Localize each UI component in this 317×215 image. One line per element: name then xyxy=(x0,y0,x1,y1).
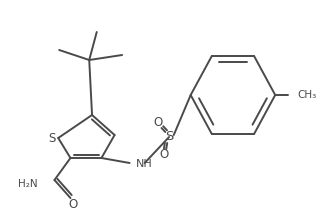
Text: O: O xyxy=(160,147,169,161)
Text: NH: NH xyxy=(136,159,153,169)
Text: S: S xyxy=(48,132,55,146)
Text: H₂N: H₂N xyxy=(18,179,38,189)
Text: S: S xyxy=(165,131,173,143)
Text: O: O xyxy=(69,198,78,212)
Text: O: O xyxy=(153,117,162,129)
Text: CH₃: CH₃ xyxy=(298,90,317,100)
